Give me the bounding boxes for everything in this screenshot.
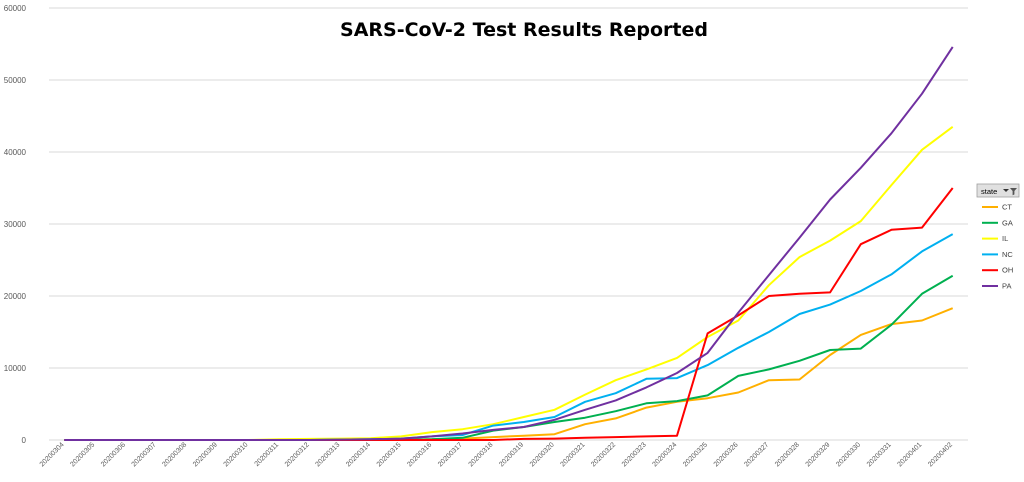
x-tick-label: 20200323: [621, 441, 648, 468]
x-tick-label: 20200306: [100, 441, 127, 468]
series-line-nc: [64, 233, 954, 441]
legend: state CT GA IL NC OH PA: [976, 183, 1020, 291]
x-tick-label: 20200319: [498, 441, 525, 468]
x-tick-label: 20200314: [345, 441, 372, 468]
y-tick-label: 30000: [4, 220, 27, 229]
x-tick-label: 20200331: [866, 441, 893, 468]
x-tick-label: 20200328: [774, 441, 801, 468]
x-tick-label: 20200305: [69, 441, 96, 468]
legend-label-nc: NC: [1002, 250, 1013, 259]
legend-title: state: [981, 187, 997, 196]
x-tick-label: 20200322: [590, 441, 617, 468]
y-tick-label: 60000: [4, 4, 27, 13]
x-tick-label: 20200321: [560, 441, 587, 468]
legend-label-ct: CT: [1002, 203, 1012, 212]
y-tick-label: 50000: [4, 76, 27, 85]
x-tick-label: 20200324: [651, 441, 678, 468]
legend-label-pa: PA: [1002, 282, 1011, 291]
x-tick-label: 20200317: [437, 441, 464, 468]
x-tick-label: 20200329: [805, 441, 832, 468]
legend-label-ga: GA: [1002, 218, 1013, 227]
x-tick-label: 20200320: [529, 441, 556, 468]
y-tick-label: 0: [22, 436, 27, 445]
legend-label-oh: OH: [1002, 266, 1013, 275]
x-tick-label: 20200402: [927, 441, 954, 468]
x-tick-label: 20200330: [835, 441, 862, 468]
x-tick-label: 20200318: [468, 441, 495, 468]
x-tick-label: 20200316: [406, 441, 433, 468]
x-tick-label: 20200307: [131, 441, 158, 468]
series-lines: [64, 46, 954, 441]
x-tick-label: 20200308: [161, 441, 188, 468]
x-tick-label: 20200325: [682, 441, 709, 468]
x-tick-label: 20200311: [254, 441, 281, 468]
y-tick-label: 40000: [4, 148, 27, 157]
series-line-il: [64, 125, 954, 441]
y-tick-label: 20000: [4, 292, 27, 301]
x-tick-label: 20200326: [713, 441, 740, 468]
x-tick-label: 20200313: [314, 441, 341, 468]
x-tick-label: 20200315: [376, 441, 403, 468]
series-line-pa: [64, 46, 954, 441]
legend-label-il: IL: [1002, 234, 1008, 243]
x-tick-label: 20200309: [192, 441, 219, 468]
chart-title: SARS-CoV-2 Test Results Reported: [340, 19, 708, 41]
x-tick-label: 20200304: [39, 441, 66, 468]
legend-filter-button[interactable]: [976, 183, 1020, 198]
x-tick-label: 20200312: [284, 441, 311, 468]
x-axis-tick-labels: 20200304 20200305 20200306 20200307 20200308…: [39, 441, 954, 468]
x-tick-label: 20200401: [896, 441, 923, 468]
filter-icon: [1010, 188, 1017, 196]
gridlines: [49, 7, 968, 441]
y-axis-tick-labels: 0 10000 20000 30000 40000 50000 60000: [4, 4, 27, 445]
x-tick-label: 20200327: [743, 441, 770, 468]
series-line-ga: [64, 274, 954, 441]
dropdown-arrow-icon: [1003, 189, 1009, 192]
y-tick-label: 10000: [4, 364, 27, 373]
series-line-oh: [64, 187, 954, 441]
x-tick-label: 20200310: [223, 441, 250, 468]
